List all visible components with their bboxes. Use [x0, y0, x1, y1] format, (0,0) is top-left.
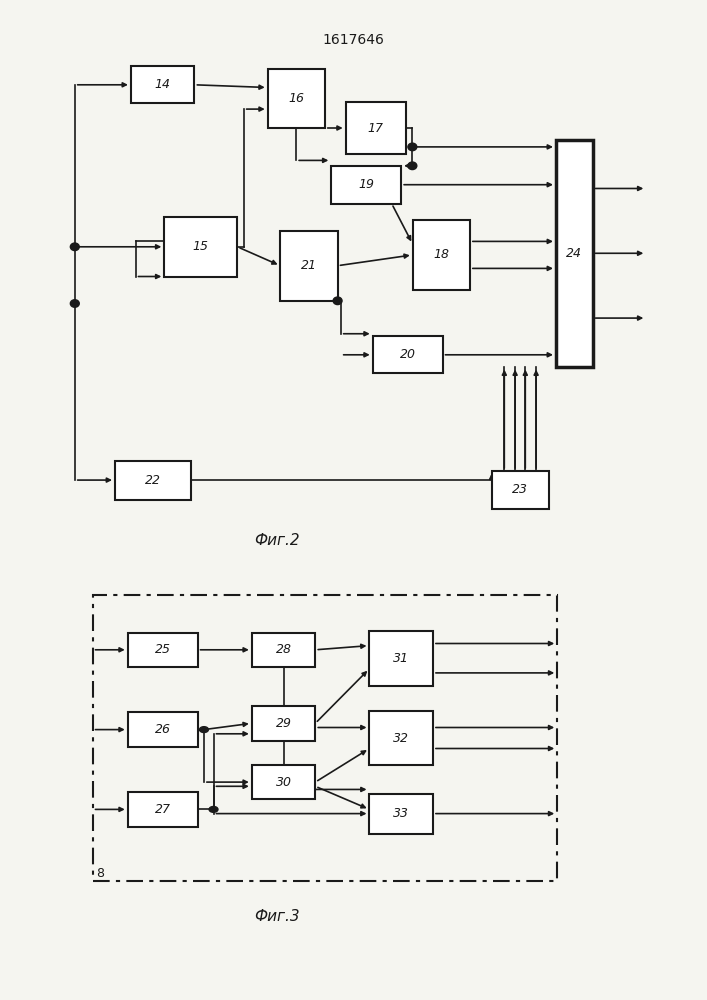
FancyBboxPatch shape — [370, 794, 433, 834]
Circle shape — [209, 806, 218, 812]
FancyBboxPatch shape — [268, 69, 325, 128]
Text: 23: 23 — [512, 483, 528, 496]
Text: 25: 25 — [155, 643, 170, 656]
FancyBboxPatch shape — [332, 166, 402, 204]
FancyBboxPatch shape — [252, 633, 315, 667]
Text: 16: 16 — [288, 92, 304, 105]
Text: 19: 19 — [358, 178, 374, 191]
Text: 31: 31 — [393, 652, 409, 665]
FancyBboxPatch shape — [491, 471, 549, 509]
Text: 21: 21 — [301, 259, 317, 272]
Text: 32: 32 — [393, 732, 409, 744]
Text: 18: 18 — [433, 248, 450, 261]
FancyBboxPatch shape — [370, 711, 433, 765]
Text: 30: 30 — [276, 776, 291, 789]
Text: 26: 26 — [155, 723, 170, 736]
FancyBboxPatch shape — [413, 220, 470, 290]
Text: Фиг.3: Фиг.3 — [255, 909, 300, 924]
FancyBboxPatch shape — [556, 140, 592, 367]
FancyBboxPatch shape — [370, 631, 433, 686]
Text: 1617646: 1617646 — [322, 33, 385, 47]
FancyBboxPatch shape — [373, 336, 443, 373]
Text: 22: 22 — [145, 474, 161, 487]
Text: 28: 28 — [276, 643, 291, 656]
Text: 8: 8 — [96, 867, 104, 880]
Circle shape — [71, 300, 79, 307]
FancyBboxPatch shape — [131, 66, 194, 103]
Text: 14: 14 — [155, 78, 170, 91]
Text: 20: 20 — [399, 348, 416, 361]
Text: Фиг.2: Фиг.2 — [255, 533, 300, 548]
Text: 29: 29 — [276, 717, 291, 730]
Text: 17: 17 — [368, 121, 384, 134]
Circle shape — [333, 297, 342, 305]
FancyBboxPatch shape — [252, 765, 315, 799]
Text: 27: 27 — [155, 803, 170, 816]
Text: 24: 24 — [566, 247, 583, 260]
Circle shape — [408, 143, 417, 151]
Circle shape — [199, 727, 209, 733]
FancyBboxPatch shape — [128, 633, 198, 667]
Text: 33: 33 — [393, 807, 409, 820]
Text: 15: 15 — [193, 240, 209, 253]
FancyBboxPatch shape — [128, 712, 198, 747]
FancyBboxPatch shape — [252, 706, 315, 741]
FancyBboxPatch shape — [115, 461, 191, 500]
Circle shape — [408, 162, 417, 170]
Circle shape — [71, 243, 79, 251]
FancyBboxPatch shape — [281, 231, 338, 301]
FancyBboxPatch shape — [164, 217, 238, 276]
FancyBboxPatch shape — [128, 792, 198, 827]
FancyBboxPatch shape — [346, 102, 406, 154]
